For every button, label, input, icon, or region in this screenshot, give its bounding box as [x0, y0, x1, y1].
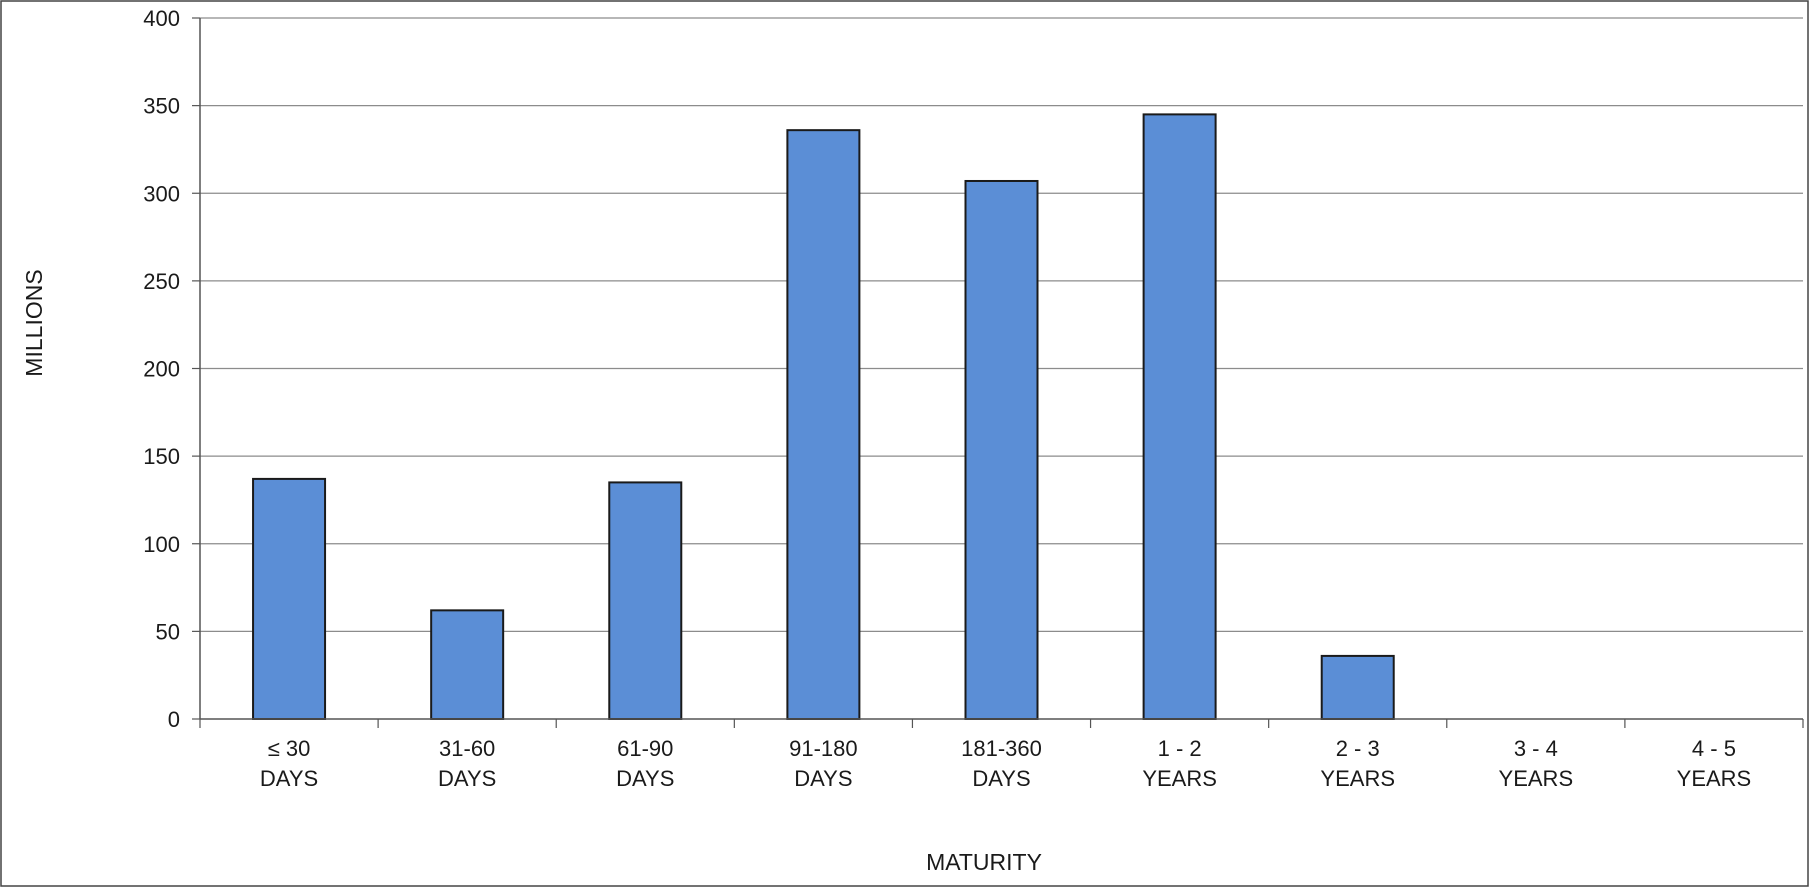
bar [1142, 113, 1217, 720]
y-tick-label: 300 [143, 181, 180, 206]
bar [252, 477, 327, 720]
x-tick-label: DAYS [438, 766, 496, 791]
y-tick-label: 250 [143, 269, 180, 294]
x-tick-label: YEARS [1499, 766, 1574, 791]
bar [430, 609, 505, 720]
x-tick-label: DAYS [616, 766, 674, 791]
bars [252, 113, 1395, 721]
x-tick-label: 2 - 3 [1336, 736, 1380, 761]
bar [964, 179, 1039, 721]
x-axis-title: MATURITY [926, 849, 1042, 875]
x-tick-label: YEARS [1320, 766, 1395, 791]
axes [199, 18, 1804, 728]
y-tick-label: 50 [156, 619, 180, 644]
x-tick-label: DAYS [794, 766, 852, 791]
y-tick-label: 200 [143, 357, 180, 382]
x-tick-label: DAYS [260, 766, 318, 791]
y-tick-label: 400 [143, 6, 180, 31]
y-tick-label: 0 [168, 707, 180, 732]
x-tick-label: 91-180 [789, 736, 858, 761]
x-tick-label: YEARS [1677, 766, 1752, 791]
bar [786, 129, 861, 721]
x-tick-label: ≤ 30 [268, 736, 311, 761]
y-axis-tick-labels: 0 50 100 150 200 250 300 350 400 [143, 6, 180, 732]
x-tick-label: 4 - 5 [1692, 736, 1736, 761]
x-tick-label: YEARS [1142, 766, 1217, 791]
x-tick-label: 181-360 [961, 736, 1042, 761]
bar [608, 481, 683, 720]
x-axis-tick-labels: ≤ 30 DAYS 31-60 DAYS 61-90 DAYS 91-180 DAYS 181-… [260, 736, 1751, 791]
x-tick-label: 1 - 2 [1158, 736, 1202, 761]
y-axis-title: MILLIONS [21, 269, 47, 376]
bar [1320, 654, 1395, 720]
x-tick-label: 31-60 [439, 736, 495, 761]
x-tick-label: 61-90 [617, 736, 673, 761]
y-tick-label: 100 [143, 532, 180, 557]
y-tick-label: 350 [143, 94, 180, 119]
y-tick-label: 150 [143, 444, 180, 469]
x-tick-label: 3 - 4 [1514, 736, 1558, 761]
x-tick-label: DAYS [972, 766, 1030, 791]
